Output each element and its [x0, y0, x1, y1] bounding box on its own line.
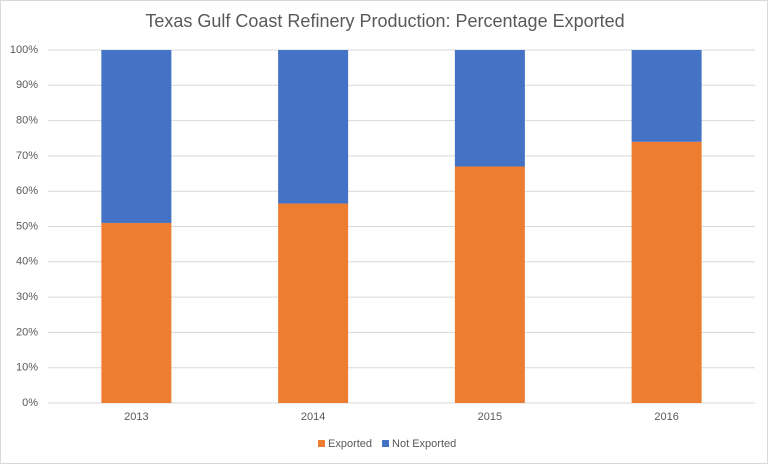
- y-tick-label: 50%: [16, 220, 38, 232]
- y-tick-label: 30%: [16, 291, 38, 303]
- x-tick-label: 2013: [124, 411, 148, 423]
- y-tick-label: 40%: [16, 256, 38, 268]
- chart-title: Texas Gulf Coast Refinery Production: Pe…: [145, 11, 624, 31]
- x-tick-label: 2015: [478, 411, 502, 423]
- bar-segment: [631, 141, 702, 403]
- bar-segment: [454, 50, 525, 167]
- x-tick-label: 2014: [301, 411, 325, 423]
- y-tick-label: 100%: [10, 44, 38, 56]
- bar-segment: [101, 50, 172, 223]
- x-tick-label: 2016: [654, 411, 678, 423]
- legend-label: Exported: [328, 438, 372, 450]
- bar-segment: [278, 50, 349, 204]
- bar-segment: [101, 222, 172, 403]
- y-tick-label: 70%: [16, 150, 38, 162]
- bar-segment: [631, 50, 702, 142]
- y-tick-label: 0%: [22, 397, 38, 409]
- legend-swatch: [318, 440, 325, 447]
- y-tick-label: 60%: [16, 185, 38, 197]
- y-tick-label: 20%: [16, 326, 38, 338]
- y-tick-label: 90%: [16, 79, 38, 91]
- legend-label: Not Exported: [392, 438, 456, 450]
- bar-segment: [278, 203, 349, 403]
- bar-segment: [454, 166, 525, 403]
- y-tick-label: 80%: [16, 115, 38, 127]
- y-tick-label: 10%: [16, 362, 38, 374]
- legend-swatch: [382, 440, 390, 447]
